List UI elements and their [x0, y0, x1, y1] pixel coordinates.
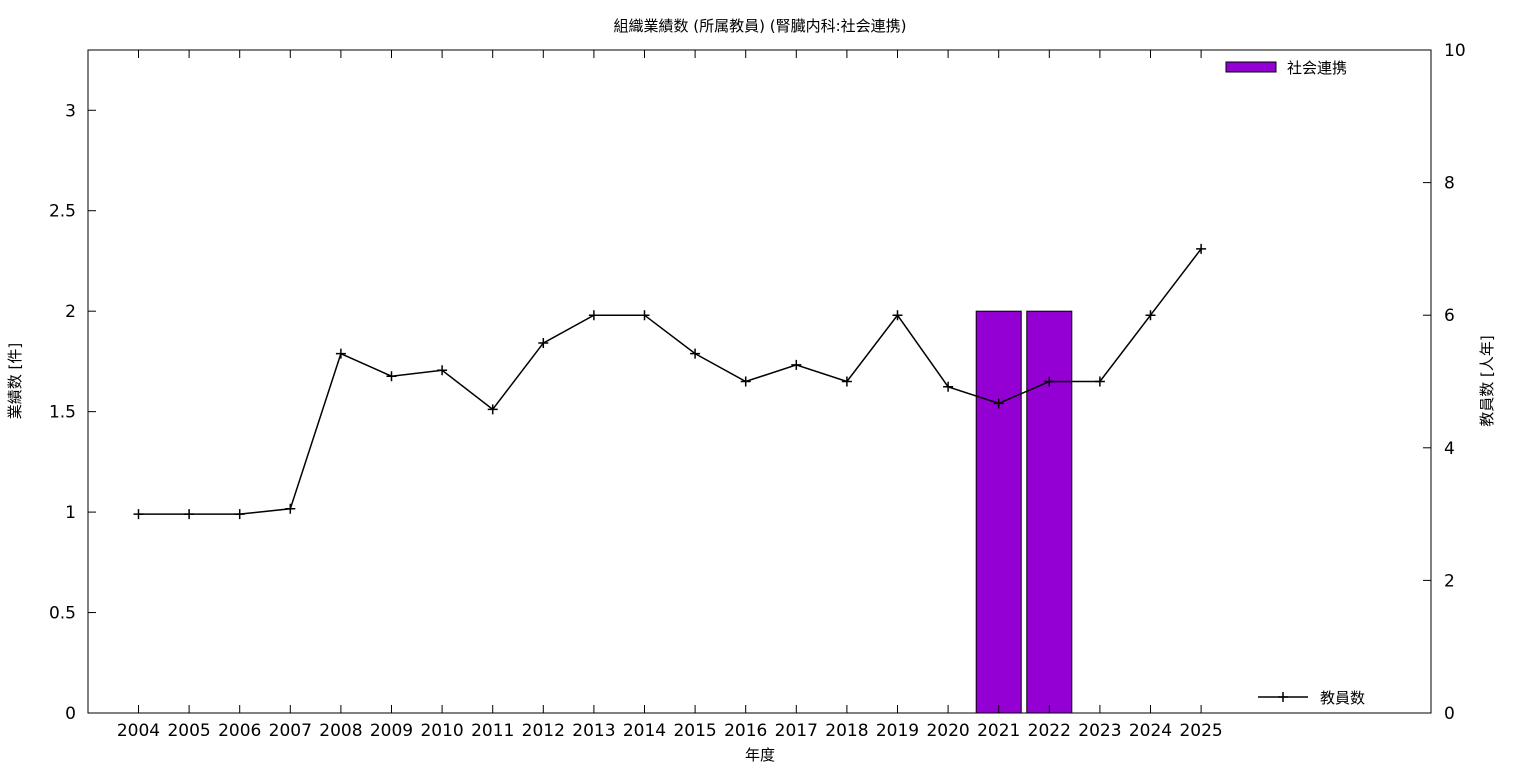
legend-line: 教員数 [1258, 689, 1365, 707]
x-tick-label: 2007 [269, 721, 312, 741]
x-axis: 2004 2005 2006 2007 2008 2009 2010 2011 2012 2013… [117, 50, 1223, 741]
x-tick-label: 2015 [673, 721, 716, 741]
chart-title: 組織業績数 (所属教員) (腎臓内科:社会連携) [614, 17, 907, 35]
line-point [335, 348, 346, 359]
x-tick-label: 2008 [319, 721, 362, 741]
y-axis-right: 0 2 4 6 8 10 [1423, 41, 1466, 724]
y-axis-right-label: 教員数 [人年] [1478, 335, 1496, 426]
y-right-tick-label: 0 [1444, 704, 1455, 724]
bar [1026, 310, 1073, 714]
line-point [892, 310, 903, 321]
legend-line-label: 教員数 [1320, 689, 1365, 707]
x-tick-label: 2017 [775, 721, 818, 741]
line-point [740, 376, 751, 387]
line-point [588, 310, 599, 321]
line-point [690, 348, 701, 359]
line-series [138, 248, 1202, 515]
line-point [1044, 376, 1055, 387]
y-right-tick-label: 10 [1444, 41, 1466, 61]
x-tick-label: 2020 [926, 721, 969, 741]
x-tick-label: 2009 [370, 721, 413, 741]
line-point [841, 376, 852, 387]
line-point [1196, 243, 1207, 254]
plot-frame [87, 49, 1432, 714]
y-right-tick-label: 2 [1444, 571, 1455, 591]
x-tick-label: 2024 [1129, 721, 1172, 741]
y-left-tick-label: 0 [65, 704, 76, 724]
x-tick-label: 2016 [724, 721, 767, 741]
line-point [1145, 310, 1156, 321]
y-left-tick-label: 1.5 [49, 403, 76, 423]
x-tick-label: 2019 [876, 721, 919, 741]
x-tick-label: 2018 [825, 721, 868, 741]
line-layer [133, 243, 1207, 520]
y-right-tick-label: 6 [1444, 306, 1455, 326]
y-left-tick-label: 2 [65, 302, 76, 322]
legend-bar: 社会連携 [1225, 59, 1347, 77]
x-tick-label: 2006 [218, 721, 261, 741]
x-tick-label: 2014 [623, 721, 666, 741]
x-tick-label: 2010 [420, 721, 463, 741]
line-point [993, 398, 1004, 409]
legend-bar-swatch [1225, 61, 1277, 73]
legend-line-marker [1278, 692, 1288, 702]
x-tick-label: 2022 [1028, 721, 1071, 741]
y-left-tick-label: 1 [65, 503, 76, 523]
legend-bar-label: 社会連携 [1287, 59, 1347, 77]
line-point [538, 338, 549, 349]
line-point [1094, 376, 1105, 387]
y-right-tick-label: 8 [1444, 174, 1455, 194]
line-point [386, 371, 397, 382]
line-point [184, 509, 195, 520]
y-right-tick-label: 4 [1444, 439, 1455, 459]
line-point [791, 359, 802, 370]
x-tick-label: 2004 [117, 721, 160, 741]
x-axis-label: 年度 [745, 746, 775, 764]
x-tick-label: 2013 [572, 721, 615, 741]
line-point [437, 365, 448, 376]
y-left-tick-label: 3 [65, 101, 76, 121]
line-point [487, 404, 498, 415]
line-point [639, 310, 650, 321]
x-tick-label: 2005 [167, 721, 210, 741]
y-axis-left: 0 0.5 1 1.5 2 2.5 3 [49, 101, 96, 724]
bar-layer [975, 310, 1073, 714]
bar [975, 310, 1022, 714]
y-axis-left-label: 業績数 [件] [6, 343, 24, 419]
line-point [943, 381, 954, 392]
x-tick-label: 2021 [977, 721, 1020, 741]
x-tick-label: 2025 [1179, 721, 1222, 741]
line-point [234, 509, 245, 520]
y-left-tick-label: 0.5 [49, 604, 76, 624]
line-point [133, 509, 144, 520]
x-tick-label: 2011 [471, 721, 514, 741]
line-point [285, 503, 296, 514]
x-tick-label: 2012 [522, 721, 565, 741]
x-tick-label: 2023 [1078, 721, 1121, 741]
y-left-tick-label: 2.5 [49, 202, 76, 222]
